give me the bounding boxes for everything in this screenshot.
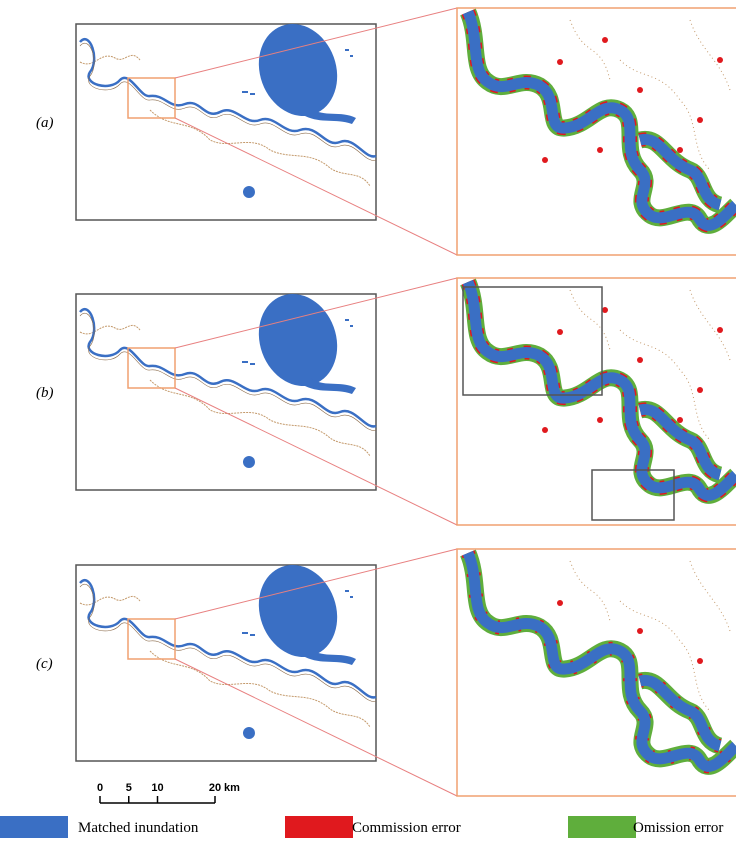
zoom-river: [462, 550, 736, 772]
error-speck: [557, 59, 563, 65]
legend-label: Commission error: [352, 820, 461, 836]
lake: [258, 564, 338, 658]
panel: (c): [36, 548, 736, 797]
main-river: [79, 579, 377, 699]
zoom-link: [174, 658, 458, 797]
zoom-link: [174, 277, 458, 349]
error-speck: [597, 147, 603, 153]
error-speck: [717, 327, 723, 333]
error-speck: [697, 387, 703, 393]
zoom-box: [127, 77, 176, 119]
error-speck: [557, 600, 563, 606]
zoom-content: [460, 278, 736, 504]
scale-unit: km: [224, 782, 240, 794]
zoom-content: [460, 549, 736, 775]
specks: [242, 49, 353, 95]
error-speck: [602, 307, 608, 313]
river-edge: [79, 43, 377, 161]
pond: [243, 456, 255, 468]
zoom-link: [174, 117, 458, 256]
lake: [258, 23, 338, 117]
scale-tick-label: 10: [151, 782, 163, 794]
panel-label: (b): [36, 385, 54, 401]
legend-swatch: [0, 816, 68, 838]
error-speck: [597, 417, 603, 423]
error-speck: [637, 628, 643, 634]
panel: (b): [36, 277, 736, 526]
zoom-river: [462, 279, 736, 501]
highlight-box: [591, 469, 675, 521]
error-speck: [542, 427, 548, 433]
zoom-content: [460, 8, 736, 234]
panel: (a): [36, 7, 736, 256]
error-speck: [677, 417, 683, 423]
zoom-creeks: [569, 560, 731, 712]
zoom-river: [462, 9, 736, 231]
specks: [242, 319, 353, 365]
river-network: [79, 595, 371, 728]
legend-swatch: [285, 816, 353, 838]
panel-label: (a): [36, 115, 54, 131]
zoom-creeks: [569, 19, 731, 171]
zoom-creeks: [569, 289, 731, 441]
error-speck: [602, 37, 608, 43]
error-speck: [637, 357, 643, 363]
river-network: [79, 54, 371, 187]
error-speck: [557, 329, 563, 335]
error-speck: [717, 57, 723, 63]
zoom-box: [127, 618, 176, 660]
pond: [243, 727, 255, 739]
zoom-link: [174, 7, 458, 79]
river-network: [79, 324, 371, 457]
legend-label: Matched inundation: [78, 820, 199, 836]
lake-outlet: [305, 649, 356, 665]
pond: [243, 186, 255, 198]
scale-tick-label: 5: [126, 782, 132, 794]
panel-label: (c): [36, 656, 53, 672]
scale-tick-label: 20: [209, 782, 221, 794]
specks: [242, 590, 353, 636]
river-edge: [79, 313, 377, 431]
error-speck: [697, 658, 703, 664]
main-river: [79, 308, 377, 428]
highlight-box: [462, 286, 603, 396]
error-speck: [677, 147, 683, 153]
lake-outlet: [305, 108, 356, 124]
zoom-link: [174, 387, 458, 526]
zoom-box: [127, 347, 176, 389]
error-speck: [697, 117, 703, 123]
legend-label: Omission error: [633, 820, 723, 836]
main-river: [79, 38, 377, 158]
legend-swatch: [568, 816, 636, 838]
river-edge: [79, 584, 377, 702]
error-speck: [637, 87, 643, 93]
error-speck: [542, 157, 548, 163]
lake-outlet: [305, 378, 356, 394]
zoom-link: [174, 548, 458, 620]
lake: [258, 293, 338, 387]
scale-tick-label: 0: [97, 782, 103, 794]
